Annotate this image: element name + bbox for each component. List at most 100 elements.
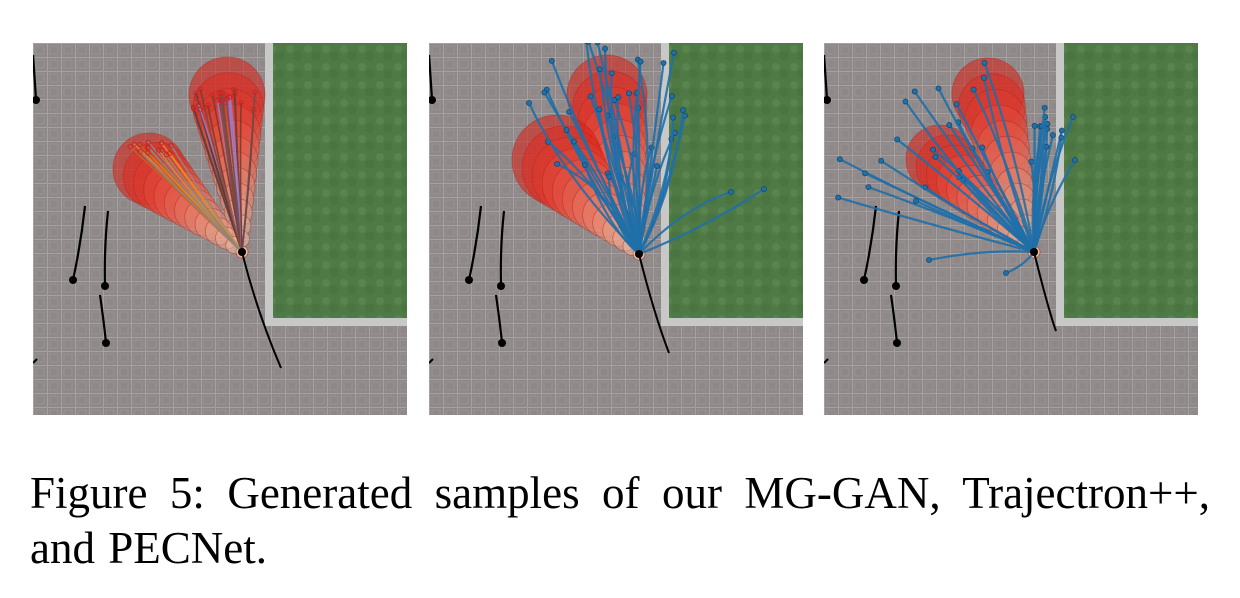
predicted-path <box>915 200 1035 254</box>
predicted-path <box>637 52 676 255</box>
predicted-endpoint <box>761 186 767 192</box>
predicted-endpoint <box>554 160 560 167</box>
predicted-trajectories <box>192 88 256 253</box>
grass-area <box>273 43 407 318</box>
predicted-path <box>932 148 1035 253</box>
predicted-endpoint <box>878 157 885 164</box>
target-position <box>635 250 643 258</box>
predicted-endpoint <box>214 97 220 103</box>
predicted-endpoint <box>602 45 608 52</box>
predicted-endpoint <box>654 163 660 169</box>
predicted-path <box>981 146 1035 253</box>
predicted-endpoint <box>902 98 909 105</box>
predicted-endpoint <box>1050 132 1056 138</box>
history-path <box>71 205 87 281</box>
predicted-path <box>880 159 1035 253</box>
predicted-endpoint <box>865 184 872 191</box>
predicted-endpoint <box>668 93 675 100</box>
predicted-endpoint <box>145 139 151 145</box>
predicted-endpoint <box>981 75 987 81</box>
predicted-endpoint <box>581 162 588 168</box>
predicted-endpoint <box>1072 157 1078 163</box>
predicted-path <box>928 250 1035 262</box>
predicted-endpoint <box>585 43 592 45</box>
predicted-endpoint <box>202 104 208 111</box>
predicted-endpoint <box>611 97 618 104</box>
history-path <box>33 358 38 364</box>
predicted-endpoint <box>625 90 632 97</box>
predicted-endpoint <box>670 114 677 121</box>
history-endpoint <box>497 282 505 290</box>
predicted-endpoint <box>1031 122 1038 129</box>
target-position <box>1030 248 1038 256</box>
history-endpoint <box>893 339 901 347</box>
history-path <box>894 210 901 287</box>
predicted-endpoint <box>596 106 603 113</box>
predicted-endpoint <box>216 90 222 96</box>
mg-gan-sample-panel <box>33 43 407 415</box>
predicted-endpoint <box>131 141 137 147</box>
predicted-endpoint <box>218 90 224 96</box>
predicted-trajectories <box>835 60 1078 276</box>
target-history-path <box>638 253 670 354</box>
target-history-path <box>1033 251 1057 332</box>
predicted-trajectories <box>129 141 243 253</box>
predicted-endpoint <box>970 86 977 93</box>
predicted-endpoint <box>145 150 151 156</box>
predicted-path <box>637 117 675 255</box>
predicted-endpoint <box>137 149 143 155</box>
predicted-endpoint <box>835 194 842 201</box>
grass-area <box>1064 43 1198 318</box>
predicted-path <box>638 109 685 255</box>
trajectron-sample-panel <box>429 43 803 415</box>
predicted-path <box>550 60 640 255</box>
predicted-endpoint <box>981 60 988 66</box>
predicted-path <box>896 138 1035 253</box>
history-path <box>499 210 506 287</box>
predicted-endpoint <box>911 88 918 95</box>
predicted-path <box>972 89 1036 253</box>
predicted-endpoint <box>145 144 151 150</box>
predicted-endpoint <box>571 138 577 145</box>
predicted-path <box>203 107 243 253</box>
predicted-path <box>192 108 243 253</box>
predicted-path <box>547 140 640 255</box>
history-endpoint <box>102 339 110 347</box>
predicted-endpoint <box>137 141 143 147</box>
predicted-endpoint <box>252 89 258 95</box>
predicted-path <box>1032 159 1076 253</box>
predicted-path <box>1032 116 1047 253</box>
predicted-endpoint <box>526 100 532 106</box>
history-path <box>824 358 829 364</box>
predicted-endpoint <box>209 93 216 99</box>
history-endpoint <box>892 282 900 290</box>
predicted-endpoint <box>127 144 133 150</box>
endpoint-cluster <box>127 86 258 158</box>
observed-trajectories <box>824 54 901 364</box>
predicted-endpoint <box>930 146 936 153</box>
predicted-path <box>598 69 641 255</box>
predicted-endpoint <box>953 101 960 108</box>
target-history-path <box>241 251 282 369</box>
observed-trajectories <box>429 54 506 364</box>
predicted-endpoint <box>596 66 603 73</box>
predicted-endpoint <box>862 170 868 177</box>
predicted-path <box>596 43 641 255</box>
predicted-endpoint <box>1003 270 1009 276</box>
predicted-endpoint <box>251 106 257 112</box>
predicted-endpoint <box>232 91 238 97</box>
history-endpoint <box>465 276 473 284</box>
predicted-endpoint <box>238 99 244 106</box>
predicted-endpoint <box>637 58 644 65</box>
predicted-path <box>983 62 1036 253</box>
history-endpoint <box>824 96 831 104</box>
predicted-endpoint <box>1070 114 1076 120</box>
predicted-endpoint <box>680 107 686 113</box>
history-endpoint <box>860 276 868 284</box>
predicted-path <box>220 93 243 253</box>
predicted-path <box>239 102 243 253</box>
predicted-endpoint <box>946 122 953 128</box>
predicted-endpoint <box>894 136 901 143</box>
predicted-path <box>1032 107 1046 253</box>
predicted-path <box>528 102 640 255</box>
